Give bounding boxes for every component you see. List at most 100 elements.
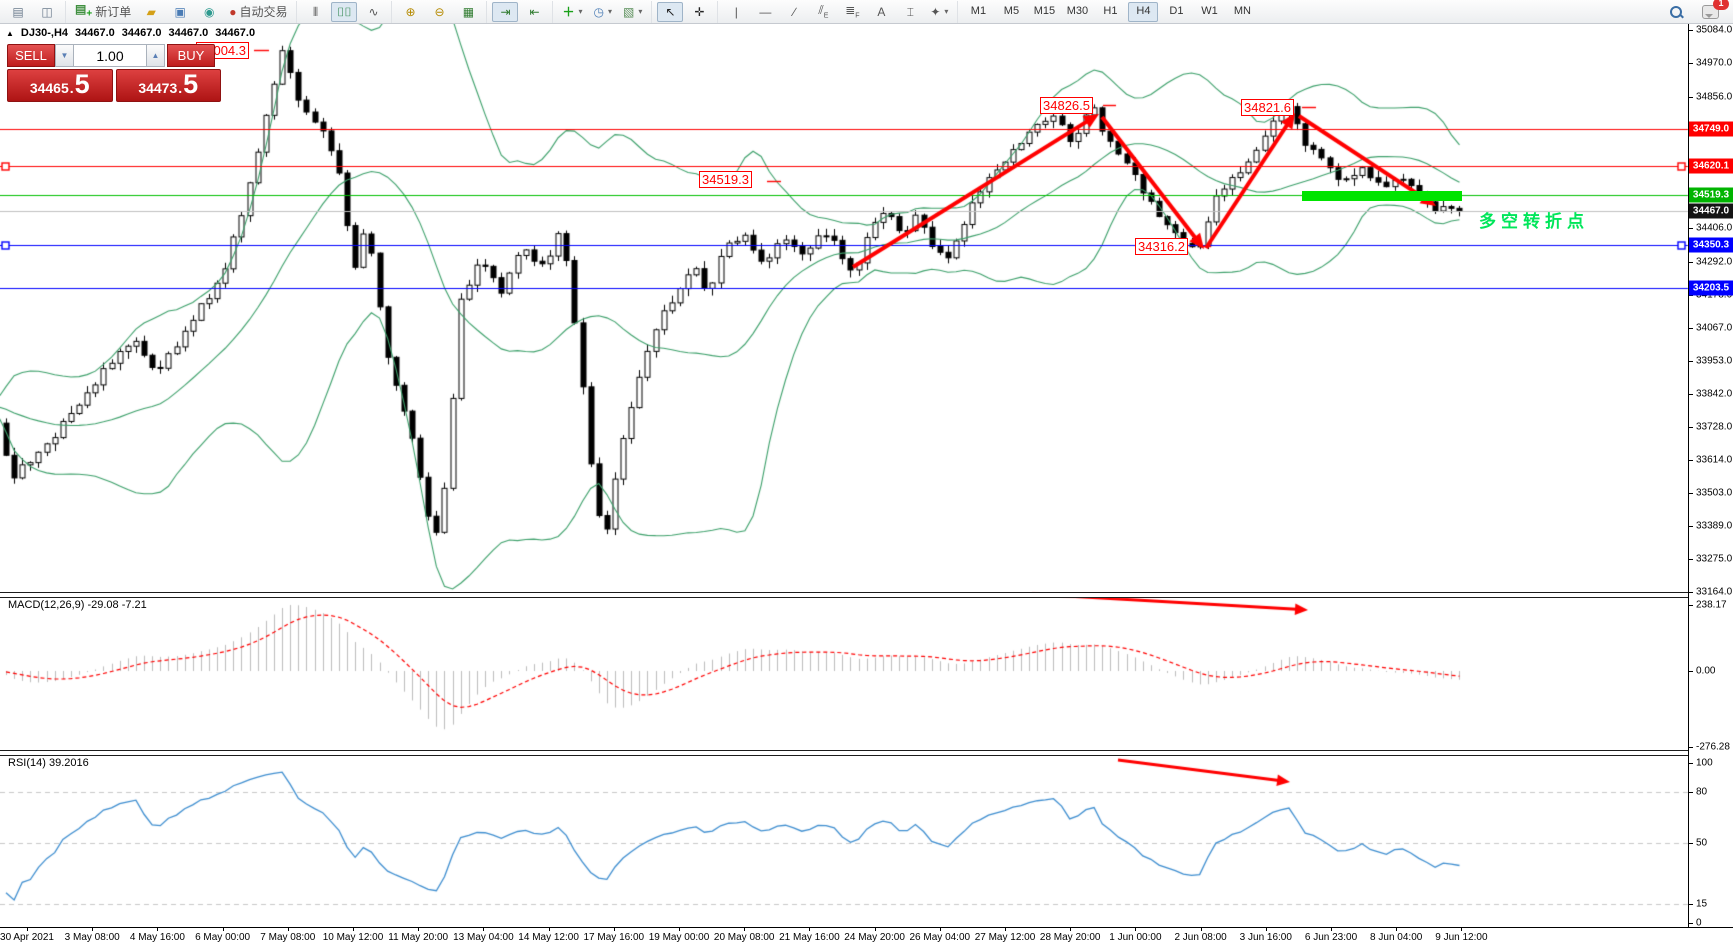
- fibonacci-button[interactable]: ≣F: [839, 2, 865, 22]
- price-axis-label: 33389.0: [1696, 520, 1733, 532]
- price-level-badge: 34467.0: [1689, 203, 1733, 219]
- text-label-button[interactable]: ⌶: [897, 2, 923, 22]
- highlight-bar[interactable]: [1302, 191, 1462, 201]
- sell-price-main: 34465: [29, 80, 69, 96]
- rsi-axis-label: 0: [1696, 917, 1702, 929]
- volume-input[interactable]: [74, 44, 146, 67]
- panel-separator-rsi[interactable]: [0, 750, 1733, 756]
- time-axis-tick: [1005, 928, 1006, 931]
- price-axis-tick: [1689, 30, 1693, 31]
- timeframe-mn[interactable]: MN: [1233, 5, 1251, 17]
- time-axis[interactable]: 30 Apr 2021 3 May 08:00 4 May 16:00 6 May 0…: [0, 927, 1733, 946]
- new-order-button[interactable]: ▤+ 新订单: [71, 2, 135, 22]
- price-axis-label: 33275.0: [1696, 553, 1733, 565]
- rsi-axis-label: 50: [1696, 837, 1708, 849]
- time-axis-label: 24 May 20:00: [844, 932, 905, 943]
- time-axis-tick: [809, 928, 811, 931]
- price-annotation-label[interactable]: 34826.5: [1040, 97, 1093, 114]
- turning-point-note[interactable]: 多空转折点: [1479, 212, 1589, 231]
- sell-price-button[interactable]: 34465. 5: [7, 69, 113, 102]
- panel-separator-macd[interactable]: [0, 592, 1733, 598]
- time-axis-tick: [679, 928, 680, 931]
- bar-chart-button[interactable]: ⫴: [302, 2, 328, 22]
- shapes-button[interactable]: ✦ ▾: [926, 2, 952, 22]
- terminal-button[interactable]: ▣: [167, 2, 193, 22]
- text-button[interactable]: A: [868, 2, 894, 22]
- time-axis-label: 9 Jun 12:00: [1435, 932, 1488, 943]
- price-axis[interactable]: 35084.034970.034856.034406.034292.034178…: [1688, 23, 1733, 929]
- timeframe-d1[interactable]: D1: [1169, 5, 1184, 17]
- price-axis-label: 34067.0: [1696, 322, 1733, 334]
- price-axis-tick: [1689, 97, 1693, 98]
- toolbar-right: 1: [1663, 0, 1733, 22]
- horizontal-line-button[interactable]: —: [752, 2, 778, 22]
- autotrading-button[interactable]: ● 自动交易: [225, 2, 291, 22]
- timeframe-m1[interactable]: M1: [970, 5, 987, 17]
- crosshair-icon: ✛: [694, 4, 705, 19]
- toolbar-group-chart-type: ⫴ ⌷⌷ ∿: [296, 0, 391, 23]
- market-watch-button[interactable]: ▤: [5, 2, 31, 22]
- sell-price-frac: 5: [74, 69, 90, 99]
- chart-shift-button[interactable]: ⇤: [521, 2, 547, 22]
- price-level-badge: 34203.5: [1689, 280, 1733, 296]
- line-chart-button[interactable]: ∿: [360, 2, 386, 22]
- cursor-button[interactable]: ↖: [657, 1, 684, 22]
- volume-increase-button[interactable]: ▲: [146, 44, 165, 67]
- tile-windows-button[interactable]: ▦: [455, 2, 481, 22]
- deposit-button[interactable]: ▰: [138, 2, 164, 22]
- macd-axis-label: 238.17: [1696, 599, 1727, 611]
- time-axis-tick: [1070, 928, 1072, 931]
- time-axis-label: 11 May 20:00: [388, 932, 449, 943]
- ohlc-high: 34467.0: [121, 27, 162, 39]
- period-button[interactable]: ◷ ▾: [590, 2, 617, 22]
- decimal-dot: .: [69, 80, 74, 96]
- template-button[interactable]: ▧ ▾: [619, 2, 646, 22]
- buy-button[interactable]: BUY: [167, 44, 215, 67]
- time-axis-label: 10 May 12:00: [322, 932, 384, 943]
- chart-preview-button[interactable]: ◫: [34, 2, 60, 22]
- toolbar-group-cursor: ↖ ✛: [651, 0, 717, 23]
- price-axis-label: 35084.0: [1696, 24, 1733, 36]
- time-axis-tick: [1265, 928, 1267, 931]
- buy-price-main: 34473: [138, 80, 178, 96]
- candlestick-chart-button[interactable]: ⌷⌷: [331, 1, 358, 22]
- channel-button[interactable]: ⫽E: [810, 2, 836, 22]
- time-axis-label: 27 May 12:00: [974, 932, 1036, 943]
- rsi-axis-tick: [1689, 763, 1693, 764]
- buy-price-button[interactable]: 34473. 5: [115, 69, 221, 102]
- toolbar-group-add: ＋ ▾ ◷ ▾ ▧ ▾: [552, 0, 651, 23]
- trendline-button[interactable]: ∕: [781, 2, 807, 22]
- ohlc-close: 34467.0: [215, 27, 256, 39]
- timeframe-w1[interactable]: W1: [1201, 5, 1218, 17]
- auto-scroll-button[interactable]: ⇥: [492, 1, 519, 22]
- price-axis-label: 34292.0: [1696, 256, 1733, 268]
- toolbar-group-zoom: ⊕ ⊖ ▦: [391, 0, 486, 23]
- crosshair-button[interactable]: ✛: [686, 2, 712, 22]
- add-indicator-button[interactable]: ＋ ▾: [558, 2, 586, 22]
- timeframe-m15[interactable]: M15: [1033, 5, 1056, 17]
- sell-button[interactable]: SELL: [7, 44, 55, 67]
- macd-axis-label: 0.00: [1696, 665, 1716, 677]
- vertical-line-button[interactable]: |: [723, 2, 749, 22]
- price-annotation-label[interactable]: 34316.2: [1135, 238, 1188, 255]
- price-annotation-label[interactable]: 34519.3: [699, 171, 752, 188]
- timeframe-h4[interactable]: H4: [1128, 1, 1159, 22]
- search-button[interactable]: [1663, 2, 1689, 22]
- time-axis-label: 13 May 04:00: [453, 932, 514, 943]
- time-axis-tick: [222, 928, 224, 931]
- price-annotation-label[interactable]: 34821.6: [1241, 99, 1294, 116]
- zoom-out-button[interactable]: ⊖: [426, 2, 452, 22]
- zoom-in-button[interactable]: ⊕: [397, 2, 423, 22]
- timeframe-h1[interactable]: H1: [1103, 5, 1118, 17]
- timeframe-m5[interactable]: M5: [1003, 5, 1020, 17]
- notifications-button[interactable]: 1: [1697, 0, 1729, 22]
- dropdown-caret-icon: ▾: [638, 6, 643, 16]
- volume-decrease-button[interactable]: ▼: [55, 44, 74, 67]
- price-axis-tick: [1689, 295, 1693, 296]
- timeframe-m30[interactable]: M30: [1066, 5, 1089, 17]
- time-axis-label: 19 May 00:00: [648, 932, 710, 943]
- notification-badge: 1: [1713, 0, 1729, 10]
- signals-button[interactable]: ◉: [196, 2, 222, 22]
- time-axis-tick: [613, 928, 615, 931]
